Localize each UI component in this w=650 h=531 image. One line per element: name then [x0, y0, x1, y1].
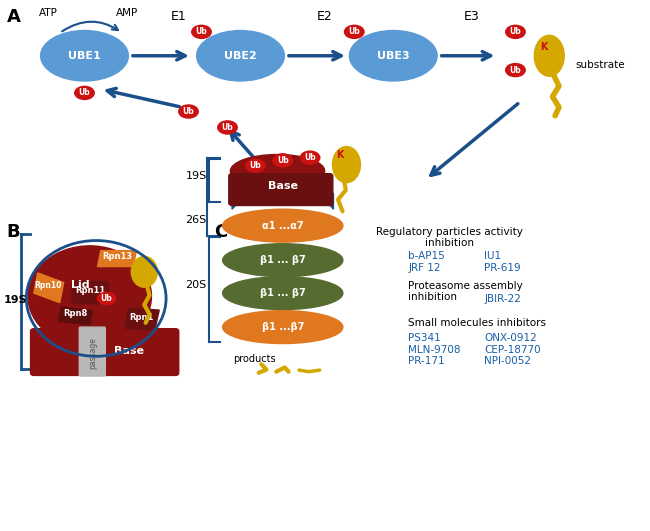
Text: products: products: [233, 354, 276, 364]
Ellipse shape: [344, 25, 364, 38]
Ellipse shape: [218, 121, 237, 134]
Text: Ub: Ub: [222, 123, 233, 132]
Text: β1 ... β7: β1 ... β7: [260, 255, 306, 265]
Text: 19S: 19S: [185, 172, 207, 182]
Text: 19S: 19S: [3, 295, 27, 305]
FancyBboxPatch shape: [229, 174, 333, 205]
FancyBboxPatch shape: [31, 329, 179, 375]
Text: Ub: Ub: [510, 28, 521, 36]
Ellipse shape: [506, 64, 525, 76]
Text: Ub: Ub: [101, 294, 112, 303]
Text: PR-619: PR-619: [484, 263, 521, 273]
Text: NPI-0052: NPI-0052: [484, 356, 531, 366]
Text: K: K: [336, 150, 344, 160]
Text: Ub: Ub: [183, 107, 194, 116]
Polygon shape: [125, 308, 159, 330]
Ellipse shape: [179, 105, 198, 118]
Ellipse shape: [273, 154, 292, 167]
FancyBboxPatch shape: [79, 327, 105, 376]
Text: PS341: PS341: [408, 333, 441, 343]
Ellipse shape: [222, 277, 343, 310]
Text: α1 ...α7: α1 ...α7: [262, 221, 304, 230]
Text: Base: Base: [268, 181, 298, 191]
Ellipse shape: [28, 246, 151, 347]
Text: Ub: Ub: [510, 66, 521, 74]
Polygon shape: [98, 251, 136, 267]
Text: JRF 12: JRF 12: [408, 263, 441, 273]
Ellipse shape: [40, 30, 129, 81]
Text: E3: E3: [463, 10, 479, 23]
Text: MLN-9708: MLN-9708: [408, 345, 461, 355]
Text: β1 ...β7: β1 ...β7: [261, 322, 304, 332]
Text: b-AP15: b-AP15: [408, 251, 445, 261]
Ellipse shape: [192, 25, 211, 38]
Text: K: K: [540, 42, 547, 52]
Text: ATP: ATP: [39, 8, 58, 18]
Ellipse shape: [75, 87, 94, 99]
Ellipse shape: [300, 151, 320, 164]
Text: Rpn13: Rpn13: [102, 252, 132, 261]
Text: Ub: Ub: [79, 89, 90, 97]
Text: UBE2: UBE2: [224, 51, 257, 61]
Text: Proteasome assembly: Proteasome assembly: [408, 281, 523, 291]
Text: E2: E2: [317, 10, 333, 23]
Text: Ub: Ub: [348, 28, 360, 36]
Text: Base: Base: [114, 346, 144, 356]
Text: Ub: Ub: [196, 28, 207, 36]
Ellipse shape: [231, 155, 325, 187]
Text: Rpn10: Rpn10: [34, 281, 62, 290]
Ellipse shape: [246, 159, 265, 172]
Text: UBE1: UBE1: [68, 51, 101, 61]
Text: substrate: substrate: [575, 60, 625, 70]
Polygon shape: [58, 307, 92, 325]
Ellipse shape: [333, 147, 361, 183]
Text: JBIR-22: JBIR-22: [484, 294, 521, 304]
Ellipse shape: [222, 244, 343, 277]
Ellipse shape: [222, 209, 343, 242]
Text: E1: E1: [171, 10, 187, 23]
Ellipse shape: [506, 25, 525, 38]
Polygon shape: [34, 273, 64, 303]
Ellipse shape: [350, 30, 437, 81]
Text: IU1: IU1: [484, 251, 501, 261]
Text: Rpn11: Rpn11: [75, 286, 105, 295]
Text: 26S: 26S: [185, 215, 207, 225]
Ellipse shape: [196, 30, 285, 81]
Text: β1 ... β7: β1 ... β7: [260, 288, 306, 298]
Ellipse shape: [131, 256, 157, 287]
Ellipse shape: [534, 36, 564, 76]
Text: AMP: AMP: [116, 8, 138, 18]
FancyBboxPatch shape: [72, 281, 109, 304]
Ellipse shape: [98, 293, 116, 304]
Text: Small molecules inhibitors: Small molecules inhibitors: [408, 318, 546, 328]
Text: 20S: 20S: [185, 280, 207, 290]
Text: PR-171: PR-171: [408, 356, 445, 366]
Text: B: B: [6, 223, 20, 241]
Text: Ub: Ub: [277, 156, 289, 165]
Polygon shape: [232, 193, 246, 209]
Polygon shape: [319, 193, 333, 209]
Text: UBE3: UBE3: [377, 51, 410, 61]
Text: inhibition: inhibition: [408, 292, 457, 302]
FancyArrowPatch shape: [62, 22, 118, 31]
Ellipse shape: [222, 311, 343, 344]
Text: Rpn8: Rpn8: [63, 309, 88, 318]
Text: C: C: [214, 223, 227, 241]
Text: passage: passage: [88, 337, 97, 369]
Text: CEP-18770: CEP-18770: [484, 345, 541, 355]
Text: inhibition: inhibition: [425, 238, 474, 248]
Text: Lid: Lid: [71, 280, 89, 290]
Text: ONX-0912: ONX-0912: [484, 333, 537, 343]
Text: Ub: Ub: [304, 153, 316, 162]
Text: Regulatory particles activity: Regulatory particles activity: [376, 227, 523, 237]
Text: Ub: Ub: [250, 161, 261, 170]
Text: Rpn1: Rpn1: [129, 313, 154, 322]
Text: A: A: [6, 8, 20, 26]
